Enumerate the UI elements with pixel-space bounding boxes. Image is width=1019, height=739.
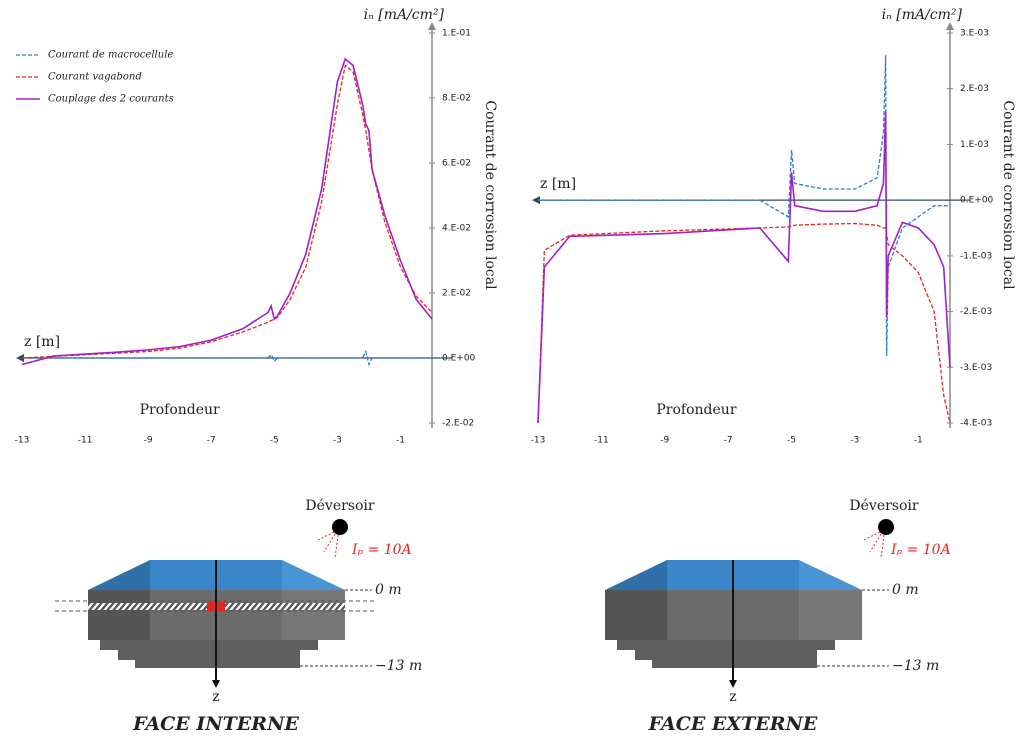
y-axis-title: Courant de corrosion local — [482, 100, 498, 290]
level-label: 0 m — [892, 582, 919, 598]
x-tick-label: -3 — [333, 436, 342, 446]
z-label: z [m] — [24, 334, 60, 350]
current-label: Iₚ = 10A — [890, 542, 951, 558]
series-line — [21, 64, 433, 359]
x-tick-label: -11 — [594, 436, 609, 446]
series-line — [537, 110, 951, 424]
arrow — [729, 680, 737, 688]
y-tick-label: -4.E-03 — [960, 419, 992, 429]
series-line — [21, 57, 433, 366]
y-tick-label: 0.E+00 — [442, 354, 476, 364]
diagram-title: FACE EXTERNE — [648, 713, 818, 735]
x-tick-label: -1 — [396, 436, 405, 446]
body-right — [282, 590, 345, 640]
x-tick-label: -11 — [78, 436, 93, 446]
source — [332, 519, 348, 535]
y-tick-label: -3.E-03 — [960, 363, 992, 373]
x-axis-title: Profondeur — [140, 402, 220, 418]
y-tick-label: 8.E-02 — [442, 94, 471, 104]
x-tick-label: -13 — [531, 436, 546, 446]
y-axis-arrow — [428, 22, 436, 30]
series-line — [538, 55, 950, 357]
y-tick-label: 1.E-01 — [442, 29, 471, 39]
x-axis-arrow — [16, 354, 24, 362]
source-label: Déversoir — [849, 498, 918, 514]
diagram-external: z 0 m −13 m Déversoir Iₚ = 10A FACE EXTE… — [605, 498, 951, 735]
y-tick-label: -2.E-02 — [442, 419, 474, 429]
series-line — [22, 349, 432, 367]
y-tick-label: 3.E-03 — [960, 29, 989, 39]
y-axis-title: Courant de corrosion local — [1000, 100, 1016, 290]
footing — [617, 640, 835, 668]
x-tick-label: -7 — [724, 436, 733, 446]
y-tick-label: 2.E-03 — [960, 84, 989, 94]
y-tick-label: 0.E+00 — [960, 196, 994, 206]
legend-label: Courant de macrocellule — [48, 50, 173, 61]
x-tick-label: -5 — [787, 436, 796, 446]
y-tick-label: 4.E-02 — [442, 224, 471, 234]
x-axis-arrow — [532, 196, 540, 205]
z-label: z [m] — [540, 176, 576, 192]
z-label: z — [729, 689, 736, 705]
y-tick-label: 6.E-02 — [442, 159, 471, 169]
legend-label: Couplage des 2 courants — [48, 94, 174, 105]
y-tick-label: -2.E-03 — [960, 307, 992, 317]
y-tick-label: 1.E-03 — [960, 140, 989, 150]
current-arrows — [317, 531, 339, 559]
slope-left — [605, 560, 667, 590]
x-tick-label: -5 — [270, 436, 279, 446]
current-arrows — [863, 531, 885, 559]
slope-left — [88, 560, 150, 590]
body-left — [605, 590, 667, 640]
x-tick-label: -13 — [15, 436, 30, 446]
y-axis-arrow — [946, 22, 954, 30]
slope-right — [799, 560, 862, 590]
level-label: 0 m — [375, 582, 402, 598]
z-label: z — [212, 689, 219, 705]
level-label: −13 m — [375, 658, 422, 674]
y-unit-label: iₙ [mA/cm²] — [364, 7, 445, 23]
diagram-title: FACE INTERNE — [132, 713, 299, 735]
diagram-internal: z 0 m −13 m Déversoir Iₚ = 10A FACE INTE… — [55, 498, 422, 735]
x-tick-label: -9 — [144, 436, 153, 446]
body-left — [88, 590, 150, 640]
source — [878, 519, 894, 535]
y-tick-label: 2.E-02 — [442, 289, 471, 299]
x-tick-label: -3 — [850, 436, 859, 446]
body-right — [799, 590, 862, 640]
x-tick-label: -1 — [914, 436, 923, 446]
source-label: Déversoir — [305, 498, 374, 514]
charts: -2.E-02 0.E+00 2.E-02 4.E-02 6.E-02 8.E-02 1.E… — [15, 7, 1016, 446]
current-label: Iₚ = 10A — [351, 542, 412, 558]
series-line — [537, 222, 951, 424]
x-axis-title: Profondeur — [656, 402, 736, 418]
footing — [100, 640, 318, 668]
slope-right — [282, 560, 345, 590]
x-tick-label: -9 — [660, 436, 669, 446]
arrow — [212, 680, 220, 688]
y-tick-label: -1.E-03 — [960, 251, 992, 261]
legend-label: Courant vagabond — [48, 72, 142, 83]
y-unit-label: iₙ [mA/cm²] — [882, 7, 963, 23]
x-tick-label: -7 — [207, 436, 216, 446]
level-label: −13 m — [892, 658, 939, 674]
